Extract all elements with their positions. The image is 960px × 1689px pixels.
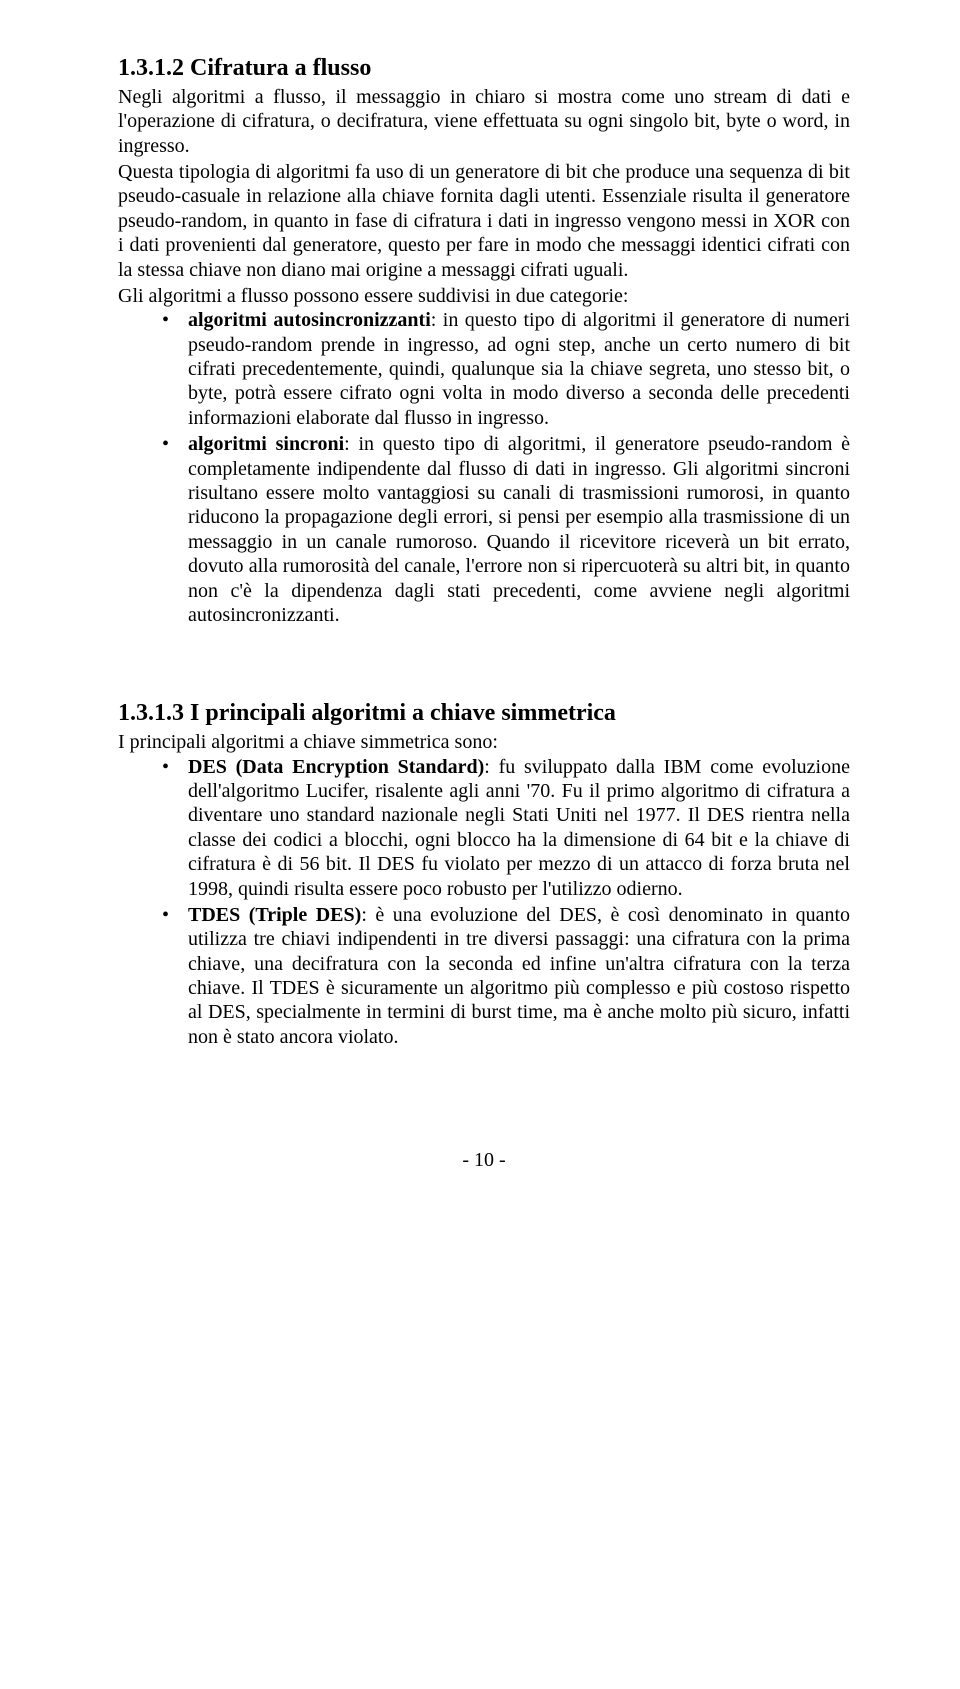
list-item-lead: algoritmi sincroni — [188, 433, 344, 455]
paragraph: Questa tipologia di algoritmi fa uso di … — [118, 160, 850, 282]
section-heading-2: 1.3.1.3 I principali algoritmi a chiave … — [118, 699, 850, 728]
bullet-list: DES (Data Encryption Standard): fu svilu… — [118, 755, 850, 1050]
list-item: algoritmi autosincronizzanti: in questo … — [162, 308, 850, 430]
list-item: TDES (Triple DES): è una evoluzione del … — [162, 903, 850, 1049]
section-heading-1: 1.3.1.2 Cifratura a flusso — [118, 54, 850, 83]
list-item-lead: algoritmi autosincronizzanti — [188, 309, 431, 331]
bullet-list: algoritmi autosincronizzanti : in questo … — [118, 308, 850, 627]
paragraph: Negli algoritmi a flusso, il messaggio i… — [118, 85, 850, 158]
list-item-lead: TDES (Triple DES) — [188, 904, 361, 926]
document-page: 1.3.1.2 Cifratura a flusso Negli algorit… — [0, 0, 960, 1212]
list-item: DES (Data Encryption Standard): fu svilu… — [162, 755, 850, 901]
list-item-text: : in questo tipo di algoritmi, il genera… — [188, 433, 850, 626]
list-item-lead: DES (Data Encryption Standard) — [188, 756, 484, 778]
paragraph: Gli algoritmi a flusso possono essere su… — [118, 284, 850, 308]
page-number: - 10 - — [118, 1149, 850, 1172]
list-item: algoritmi sincroni: in questo tipo di al… — [162, 432, 850, 627]
paragraph: I principali algoritmi a chiave simmetri… — [118, 730, 850, 754]
spacer — [118, 629, 850, 699]
